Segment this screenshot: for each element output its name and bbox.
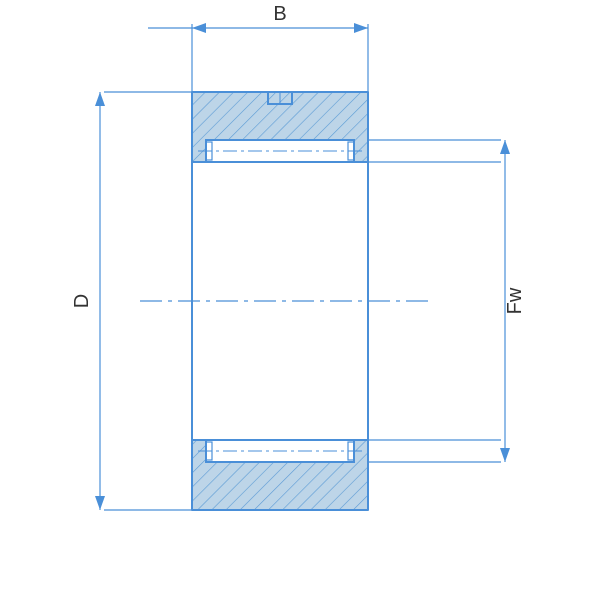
label-B: B bbox=[273, 3, 286, 25]
label-Fw: Fw bbox=[504, 287, 526, 314]
label-D: D bbox=[71, 294, 93, 308]
bearing-drawing: B D Fw bbox=[0, 0, 600, 600]
